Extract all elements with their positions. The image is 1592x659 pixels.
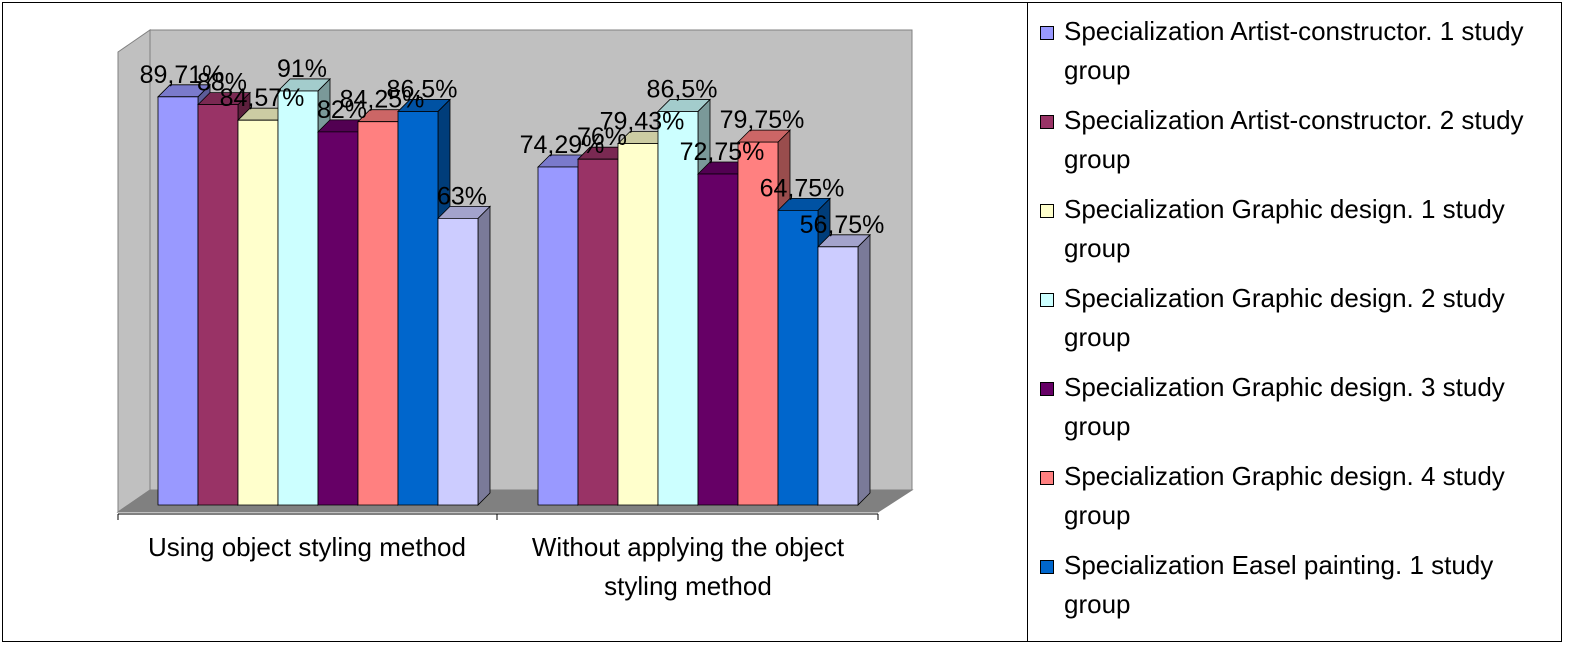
legend-label: Specialization Graphic design. 4 study g… [1064, 461, 1505, 530]
frame [2, 2, 1562, 642]
legend-label: Specialization Artist-constructor. 1 stu… [1064, 16, 1524, 85]
bar-face [317, 131, 359, 506]
bar-face [617, 143, 659, 506]
bar-face [437, 217, 479, 506]
bar-face [657, 111, 699, 506]
legend-swatch [1040, 560, 1054, 574]
data-label: 84,25% [340, 86, 425, 114]
data-label: 64,75% [760, 174, 845, 202]
legend-label: Specialization Graphic design. 2 study g… [1064, 283, 1505, 352]
data-label: 79,43% [600, 108, 685, 136]
data-label: 63% [437, 182, 487, 210]
bar [817, 233, 871, 506]
data-label: 79,75% [720, 106, 805, 134]
data-label: 86,5% [387, 75, 458, 103]
bar-face [197, 104, 239, 506]
bar-face [577, 158, 619, 506]
legend-swatch [1040, 204, 1054, 218]
bar-face [357, 121, 399, 506]
bar-face [777, 209, 819, 506]
bar-face [697, 173, 739, 506]
bar-face [157, 96, 199, 506]
data-label: 56,75% [800, 211, 885, 239]
legend-entry: Specialization Graphic design. 2 study g… [1040, 279, 1540, 368]
data-label: 88% [197, 69, 247, 97]
legend-entry: Specialization Graphic design. 1 study g… [1040, 190, 1540, 279]
bar-face [397, 111, 439, 506]
legend-divider [1027, 2, 1028, 642]
legend-entry: Specialization Easel painting. 1 study g… [1040, 546, 1540, 635]
legend-entry: Specialization Artist-constructor. 2 stu… [1040, 101, 1540, 190]
legend-entry: Specialization Graphic design. 3 study g… [1040, 368, 1540, 457]
data-label: 89,71% [140, 61, 225, 89]
legend-swatch [1040, 471, 1054, 485]
x-tick-label: Using object styling method [148, 532, 466, 562]
bar-face [857, 233, 871, 506]
chart: 89,71%88%84,57%91%82%84,25%86,5%63%74,29… [116, 29, 914, 520]
legend-swatch [1040, 293, 1054, 307]
data-label: 72,75% [680, 138, 765, 166]
x-tick-label: Without applying the object styling meth… [531, 532, 845, 601]
legend-entry: Specialization Graphic design. 4 study g… [1040, 457, 1540, 546]
bar-face [537, 166, 579, 506]
data-label: 74,29% [520, 131, 605, 159]
legend-label: Specialization Artist-constructor. 2 stu… [1064, 105, 1524, 174]
data-label: 91% [277, 55, 327, 83]
bar-face [817, 246, 859, 506]
legend-swatch [1040, 26, 1054, 40]
legend-label: Specialization Easel painting. 1 study g… [1064, 550, 1494, 619]
bar-face [237, 119, 279, 506]
legend-swatch [1040, 382, 1054, 396]
data-label: 82% [317, 96, 367, 124]
data-label: 76% [577, 123, 627, 151]
legend-label: Specialization Graphic design. 1 study g… [1064, 194, 1505, 263]
legend-label: Specialization Graphic design. 3 study g… [1064, 372, 1505, 441]
data-label: 84,57% [220, 84, 305, 112]
bar-face [477, 205, 491, 506]
bar-face [277, 90, 319, 506]
legend-entry: Specialization Artist-constructor. 1 stu… [1040, 12, 1540, 101]
legend-swatch [1040, 115, 1054, 129]
bar [437, 205, 491, 506]
legend: Specialization Artist-constructor. 1 stu… [1040, 12, 1540, 635]
side-wall [117, 29, 151, 513]
data-label: 86,5% [647, 75, 718, 103]
